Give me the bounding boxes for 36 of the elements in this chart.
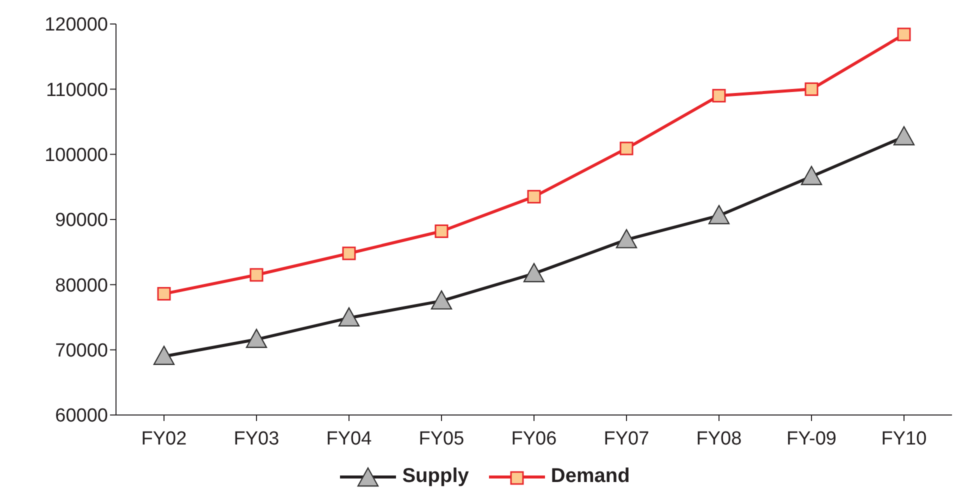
x-tick-label: FY03	[234, 428, 280, 450]
point	[527, 190, 541, 204]
x-tick-label: FY02	[141, 428, 187, 450]
x-tick-label: FY06	[511, 428, 557, 450]
y-tick-label: 90000	[55, 210, 108, 232]
y-tick-label: 110000	[46, 80, 108, 101]
legend-label: Supply	[401, 465, 469, 488]
point	[338, 307, 360, 326]
x-tick-label: FY08	[696, 428, 742, 450]
point	[616, 229, 638, 248]
point	[153, 346, 175, 365]
point	[804, 82, 818, 96]
point	[708, 204, 730, 224]
y-tick-label: 120000	[44, 14, 108, 36]
point	[523, 262, 545, 282]
point	[246, 328, 268, 348]
y-tick-label: 60000	[55, 406, 108, 427]
legend-label: Demand	[550, 465, 630, 488]
x-tick-label: FY-09	[786, 428, 836, 450]
point	[620, 142, 634, 156]
y-tick-label: 100000	[44, 145, 108, 166]
point	[430, 290, 452, 310]
y-tick-label: 80000	[55, 275, 108, 296]
point	[342, 246, 356, 260]
point	[250, 268, 264, 282]
point	[434, 224, 448, 238]
x-tick-label: FY04	[326, 428, 372, 450]
y-tick-label: 70000	[55, 340, 108, 362]
point	[800, 166, 822, 186]
point	[893, 126, 915, 146]
x-tick-label: FY10	[881, 428, 927, 450]
x-tick-label: FY07	[604, 428, 650, 450]
point	[157, 287, 171, 301]
point	[712, 88, 726, 102]
x-tick-label: FY05	[418, 428, 464, 450]
point	[897, 28, 911, 42]
